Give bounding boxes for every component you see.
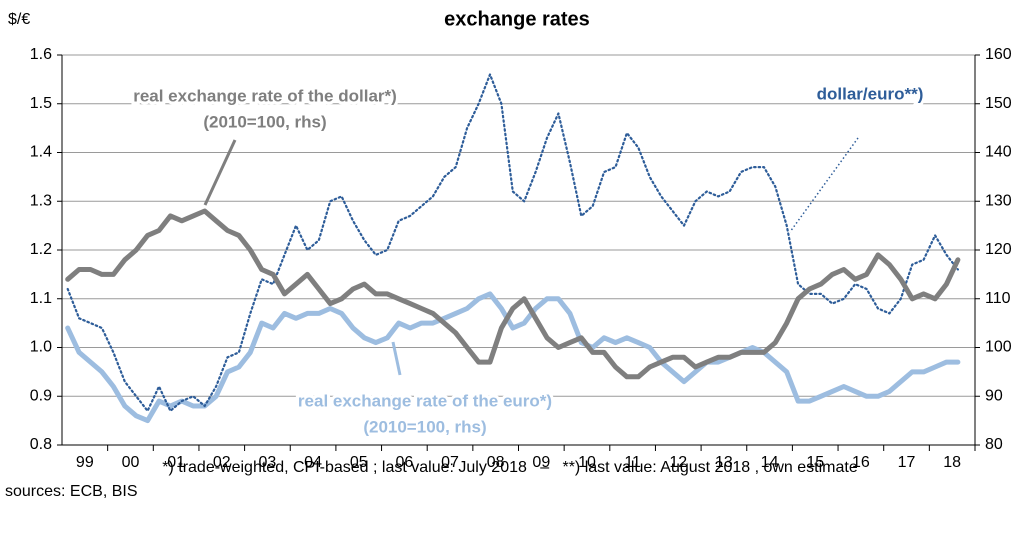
x-tick-label: 04 [304, 454, 322, 471]
y-tick-label: 1.1 [30, 290, 52, 307]
x-tick-label: 09 [532, 454, 550, 471]
y-tick-label: 0.9 [30, 387, 52, 404]
y-tick-label: 1.5 [30, 95, 52, 112]
x-tick-label: 03 [259, 454, 277, 471]
leader-line [391, 341, 402, 376]
series-line [66, 73, 959, 412]
x-tick-label: 00 [122, 454, 140, 471]
y2-tick-label: 130 [985, 192, 1012, 209]
x-tick-label: 14 [761, 454, 779, 471]
chart-title: exchange rates [444, 8, 590, 30]
y-tick-label: 1.4 [30, 144, 52, 161]
y-tick-label: 1.2 [30, 241, 52, 258]
leader-line [203, 139, 237, 206]
x-tick-label: 13 [715, 454, 733, 471]
footnote: *) trade-weighted, CPI-based ; last valu… [162, 459, 858, 476]
x-tick-label: 15 [806, 454, 824, 471]
x-tick-label: 11 [624, 454, 641, 471]
y-tick-label: 0.8 [30, 436, 52, 453]
x-tick-label: 06 [395, 454, 413, 471]
y-unit: $/€ [8, 11, 30, 28]
x-tick-label: 16 [852, 454, 870, 471]
x-tick-label: 99 [76, 454, 94, 471]
y2-tick-label: 80 [985, 436, 1003, 453]
annotation: (2010=100, rhs) [203, 112, 326, 131]
x-tick-label: 01 [167, 454, 185, 471]
y2-tick-label: 100 [985, 339, 1012, 356]
y2-tick-label: 120 [985, 241, 1012, 258]
annotation: (2010=100, rhs) [363, 417, 486, 436]
y2-tick-label: 140 [985, 144, 1012, 161]
annotation: real exchange rate of the euro*) [298, 391, 552, 410]
annotation: dollar/euro**) [817, 84, 924, 103]
y2-tick-label: 110 [985, 290, 1011, 307]
leader-line [789, 137, 859, 233]
x-tick-label: 12 [669, 454, 687, 471]
y-tick-label: 1.6 [30, 46, 52, 63]
x-tick-label: 10 [578, 454, 596, 471]
y-tick-label: 1.3 [30, 192, 52, 209]
x-tick-label: 17 [898, 454, 916, 471]
y-tick-label: 1.0 [30, 339, 52, 356]
x-tick-label: 18 [943, 454, 961, 471]
y2-tick-label: 160 [985, 46, 1012, 63]
y2-tick-label: 90 [985, 387, 1003, 404]
source: sources: ECB, BIS [5, 483, 138, 500]
series-line [65, 291, 961, 424]
x-tick-label: 02 [213, 454, 231, 471]
annotation: real exchange rate of the dollar*) [133, 86, 397, 105]
x-tick-label: 08 [487, 454, 505, 471]
series-line [65, 208, 961, 380]
y2-tick-label: 150 [985, 95, 1012, 112]
x-tick-label: 07 [441, 454, 459, 471]
x-tick-label: 05 [350, 454, 368, 471]
